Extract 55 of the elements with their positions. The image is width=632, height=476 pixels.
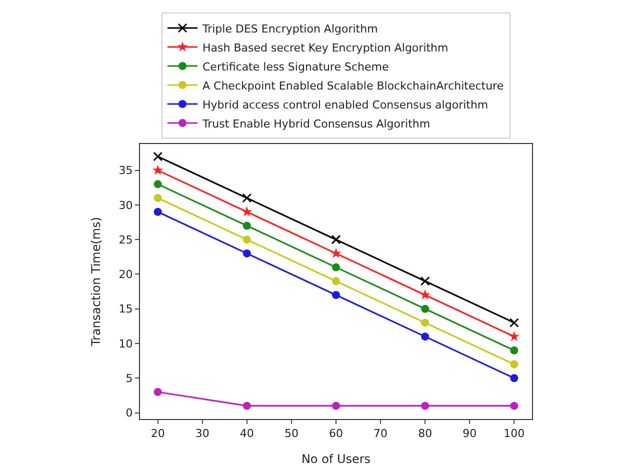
point	[332, 277, 340, 286]
point	[332, 291, 340, 300]
y-tick-label: 20	[118, 268, 133, 282]
legend-label: Hash Based secret Key Encryption Algorithm	[202, 41, 448, 54]
y-tick-label: 30	[118, 198, 133, 212]
x-tick-label: 40	[240, 427, 254, 440]
point	[332, 402, 340, 410]
point	[421, 304, 430, 313]
legend-label: A Checkpoint Enabled Scalable BlockchainArchitecture	[202, 79, 504, 92]
point	[510, 374, 518, 382]
point	[154, 388, 162, 396]
point	[242, 249, 251, 258]
x-tick-label: 90	[462, 427, 477, 440]
point	[421, 332, 430, 341]
x-tick-label: 30	[195, 427, 210, 440]
legend-label: Certificate less Signature Scheme	[202, 60, 389, 74]
point	[332, 263, 340, 272]
point	[152, 164, 164, 175]
point	[330, 248, 342, 258]
point	[242, 193, 252, 203]
x-tick-label: 80	[418, 427, 432, 440]
point	[154, 194, 162, 202]
y-tick-label: 25	[118, 233, 133, 246]
x-tick-label: 60	[329, 427, 343, 440]
point	[420, 276, 430, 286]
point	[420, 289, 430, 300]
point	[510, 360, 518, 368]
legend-label: Triple DES Encryption Algorithm	[202, 22, 378, 36]
point	[154, 208, 162, 216]
x-tick-label: 70	[374, 427, 388, 440]
y-tick-label: 10	[118, 337, 133, 350]
y-axis-title: Transaction Time(ms)	[89, 216, 104, 348]
point	[331, 234, 341, 244]
y-tick-label: 0	[126, 406, 133, 420]
point	[509, 318, 519, 328]
y-tick-label: 15	[118, 302, 133, 316]
y-tick-label: 35	[118, 164, 133, 178]
y-tick-label: 5	[126, 372, 133, 385]
point	[510, 402, 518, 410]
point	[242, 206, 252, 216]
point	[242, 236, 251, 244]
point	[508, 330, 520, 342]
point	[421, 318, 430, 327]
point	[421, 402, 430, 410]
point	[153, 152, 163, 162]
x-tick-label: 20	[150, 427, 165, 440]
x-tick-label: 100	[504, 427, 525, 440]
point	[242, 222, 251, 230]
point	[510, 346, 518, 354]
x-axis-title: No of Users	[301, 452, 371, 466]
point	[154, 180, 162, 188]
point	[242, 402, 251, 410]
x-tick-label: 50	[284, 427, 298, 440]
legend-label: Trust Enable Hybrid Consensus Algorithm	[202, 117, 430, 130]
legend-label: Hybrid access control enabled Consensus algorithm	[202, 98, 488, 112]
